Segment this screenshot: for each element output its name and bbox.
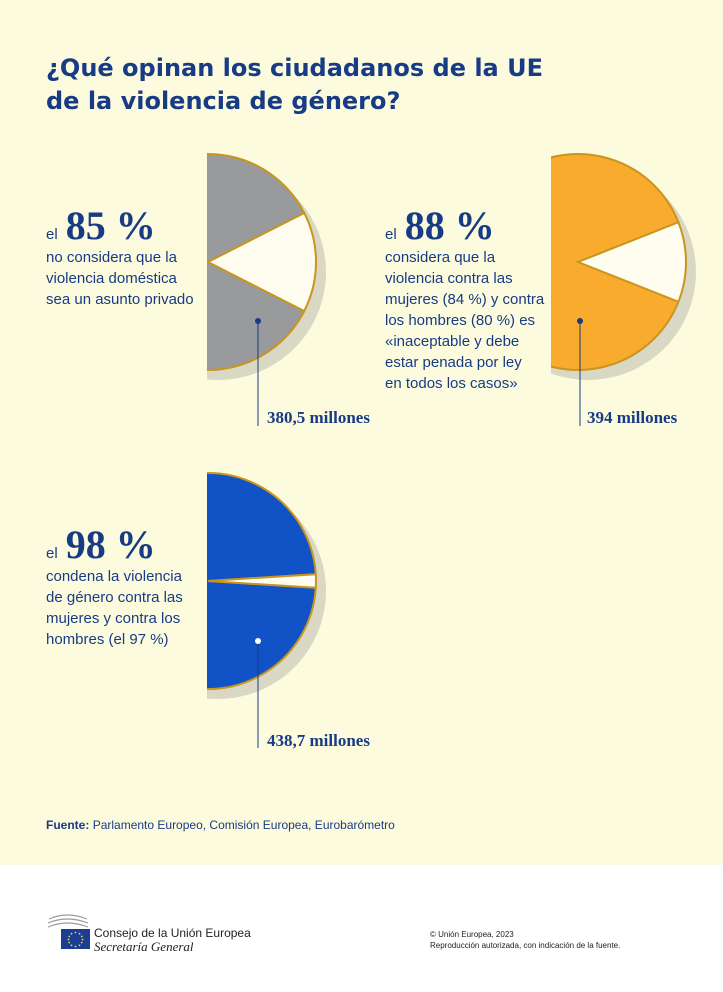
stat-2-desc-line: mujeres (84 %) y contra <box>385 291 545 308</box>
pie-slice-main <box>207 153 306 371</box>
stat-1-prefix: el <box>46 226 58 243</box>
stat-block-2: el 88 % considera que la violencia contr… <box>385 203 545 394</box>
stat-2-desc-line: considera que la <box>385 249 496 266</box>
org-subtitle: Secretaría General <box>94 939 194 954</box>
page-title: ¿Qué opinan los ciudadanos de la UE de l… <box>46 52 543 118</box>
pie-chart-2 <box>551 153 696 380</box>
pie-slice-remainder <box>575 220 687 304</box>
stat-2-desc-line: «inaceptable y debe <box>385 333 520 350</box>
population-label-2: 394 millones <box>587 408 678 427</box>
leader-dot <box>577 318 583 324</box>
organization-name: Consejo de la Unión Europea Secretaría G… <box>94 926 251 954</box>
reproduction-text: Reproducción autorizada, con indicación … <box>430 941 621 950</box>
stat-2-prefix: el <box>385 226 397 243</box>
stat-2-desc-line: los hombres (80 %) es <box>385 312 536 329</box>
stat-2-desc-line: estar penada por ley <box>385 354 522 371</box>
pie-slice-remainder <box>207 573 317 589</box>
org-name: Consejo de la Unión Europea <box>94 926 251 940</box>
title-line-2: de la violencia de género? <box>46 87 401 115</box>
pie-slice-main <box>207 472 317 690</box>
stat-3-desc-line: hombres (el 97 %) <box>46 631 169 648</box>
pie-slice-main <box>551 153 680 371</box>
stat-2-desc-line: en todos los casos» <box>385 375 518 392</box>
copyright-notice: © Unión Europea, 2023 Reproducción autor… <box>430 929 620 951</box>
pie-charts <box>207 153 696 748</box>
source-text: Parlamento Europeo, Comisión Europea, Eu… <box>92 818 395 832</box>
population-label-3: 438,7 millones <box>267 731 370 750</box>
stat-block-3: el 98 % condena la violencia de género c… <box>46 522 183 650</box>
stat-3-prefix: el <box>46 545 58 562</box>
stat-block-1: el 85 % no considera que la violencia do… <box>46 203 194 310</box>
source-note: Fuente: Parlamento Europeo, Comisión Eur… <box>46 818 395 832</box>
stat-1-desc-line: no considera que la <box>46 249 177 266</box>
stat-1-desc-line: violencia doméstica <box>46 270 177 287</box>
stat-2-percent: 88 % <box>404 203 495 248</box>
pie-chart-1 <box>207 153 326 380</box>
infographic-panel <box>0 0 723 865</box>
source-label: Fuente: <box>46 818 90 832</box>
stat-3-desc-line: de género contra las <box>46 589 183 606</box>
copyright-text: © Unión Europea, 2023 <box>430 930 514 939</box>
leader-dot <box>255 318 261 324</box>
stat-1-percent: 85 % <box>65 203 156 248</box>
leader-dot <box>255 638 261 644</box>
pie-chart-3 <box>207 472 326 699</box>
council-logo-icon <box>47 914 90 949</box>
title-line-1: ¿Qué opinan los ciudadanos de la UE <box>46 54 543 82</box>
pie-slice-remainder <box>207 211 317 313</box>
stat-2-desc-line: violencia contra las <box>385 270 513 287</box>
stat-1-desc-line: sea un asunto privado <box>46 291 194 308</box>
population-label-1: 380,5 millones <box>267 408 370 427</box>
stat-3-percent: 98 % <box>65 522 156 567</box>
stat-3-desc-line: mujeres y contra los <box>46 610 181 627</box>
stat-3-desc-line: condena la violencia <box>46 568 182 585</box>
